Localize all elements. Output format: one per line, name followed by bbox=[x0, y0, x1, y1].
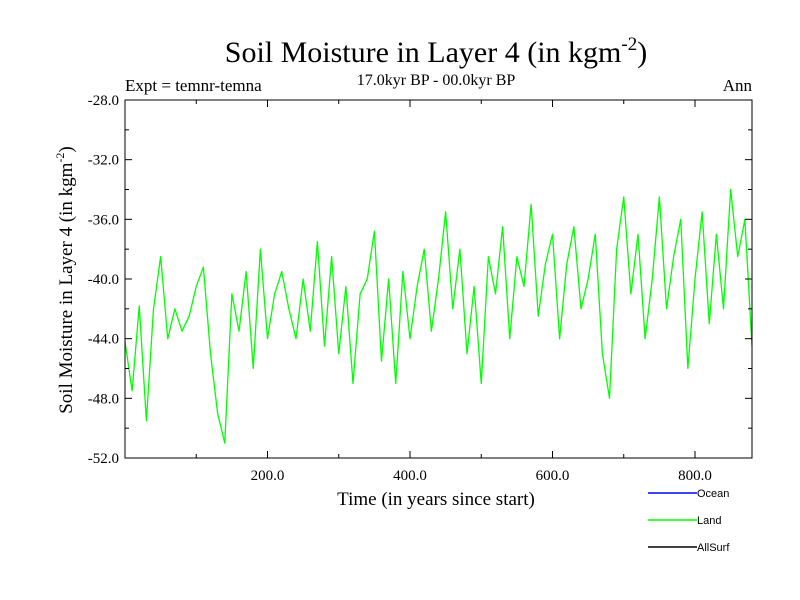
series-line-land bbox=[125, 188, 752, 444]
legend-label-allsurf: AllSurf bbox=[697, 542, 730, 554]
experiment-label: Expt = temnr-temna bbox=[125, 76, 262, 95]
season-label: Ann bbox=[723, 76, 753, 95]
y-axis-label-main: Soil Moisture in Layer 4 (in kgm bbox=[56, 162, 77, 413]
chart-title-superscript: -2 bbox=[621, 34, 637, 55]
chart-title-close: ) bbox=[637, 36, 647, 69]
x-tick-label: 200.0 bbox=[251, 468, 285, 484]
x-tick-label: 800.0 bbox=[678, 468, 712, 484]
y-tick-label: -40.0 bbox=[88, 272, 119, 288]
y-axis-label-close: ) bbox=[56, 146, 77, 152]
x-axis-label: Time (in years since start) bbox=[337, 489, 535, 510]
chart-title-main: Soil Moisture in Layer 4 (in kgm bbox=[225, 36, 622, 69]
y-tick-label: -32.0 bbox=[88, 153, 119, 169]
y-axis-label: Soil Moisture in Layer 4 (in kgm-2) bbox=[53, 146, 77, 414]
y-axis-label-superscript: -2 bbox=[53, 153, 67, 163]
plot-frame bbox=[124, 99, 753, 459]
legend-label-land: Land bbox=[697, 515, 721, 527]
legend-label-ocean: Ocean bbox=[697, 488, 729, 500]
y-tick-label: -36.0 bbox=[88, 212, 119, 228]
y-tick-label: -48.0 bbox=[88, 391, 119, 407]
chart-title: Soil Moisture in Layer 4 (in kgm-2) bbox=[225, 34, 647, 69]
chart-subtitle: 17.0kyr BP - 00.0kyr BP bbox=[357, 72, 516, 89]
y-tick-label: -52.0 bbox=[88, 451, 119, 467]
x-tick-label: 400.0 bbox=[393, 468, 427, 484]
y-tick-label: -44.0 bbox=[88, 332, 119, 348]
x-tick-label: 600.0 bbox=[536, 468, 570, 484]
y-tick-label: -28.0 bbox=[88, 93, 119, 109]
